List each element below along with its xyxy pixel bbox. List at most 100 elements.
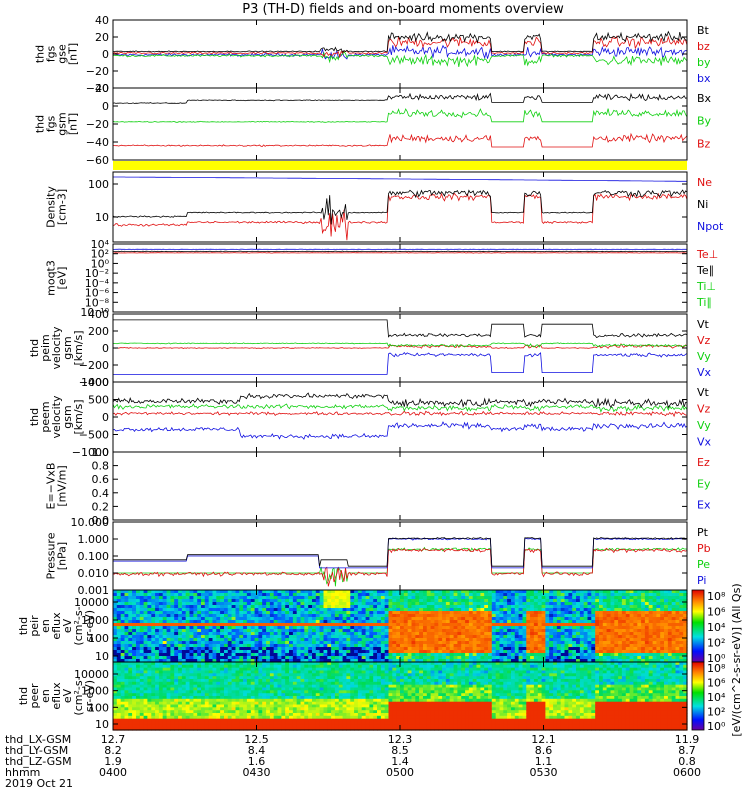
spectro-cell xyxy=(495,629,501,633)
spectro-cell xyxy=(285,644,290,648)
spectro-cell xyxy=(342,614,347,618)
spectro-cell xyxy=(266,664,271,669)
spectro-cell xyxy=(660,626,665,630)
spectro-cell xyxy=(556,647,562,651)
spectro-cell xyxy=(530,611,535,615)
spectro-cell xyxy=(518,617,523,621)
spectro-cell xyxy=(254,721,259,725)
spectro-cell xyxy=(312,605,317,609)
spectro-cell xyxy=(239,667,244,672)
spectro-cell xyxy=(599,638,604,642)
spectro-cell xyxy=(426,635,432,639)
spectro-cell xyxy=(197,650,202,654)
spectro-cell xyxy=(465,632,470,636)
spectro-cell xyxy=(224,701,229,706)
spectro-cell xyxy=(136,701,141,706)
spectro-cell xyxy=(652,608,657,612)
spectro-cell xyxy=(319,653,324,657)
spectro-cell xyxy=(526,620,531,624)
spectro-cell xyxy=(239,599,244,603)
spectro-cell xyxy=(438,638,443,642)
spectro-cell xyxy=(220,715,225,720)
spectro-cell xyxy=(644,650,650,654)
spectro-cell xyxy=(273,687,279,691)
spectro-cell xyxy=(216,684,221,689)
spectro-cell xyxy=(530,617,535,621)
spectro-cell xyxy=(610,632,615,636)
spectro-cell xyxy=(553,593,558,597)
spectro-cell xyxy=(648,608,654,612)
spectro-cell xyxy=(419,605,424,609)
spectro-cell xyxy=(208,727,214,731)
spectro-cell xyxy=(449,650,455,654)
spectro-cell xyxy=(193,701,198,706)
spectro-cell xyxy=(533,653,539,657)
spectro-cell xyxy=(373,638,378,642)
y-label-line: E=−VxB xyxy=(45,463,58,510)
spectro-cell xyxy=(178,659,183,663)
spectro-cell xyxy=(338,611,344,615)
spectro-cell xyxy=(120,673,126,677)
spectro-cell xyxy=(246,721,252,725)
spectro-cell xyxy=(671,611,677,615)
spectro-cell xyxy=(224,647,229,651)
spectro-cell xyxy=(606,638,611,642)
spectro-cell xyxy=(411,614,416,618)
spectro-cell xyxy=(181,681,187,686)
spectro-cell xyxy=(522,617,527,621)
spectro-cell xyxy=(197,670,202,674)
spectro-cell xyxy=(231,676,236,680)
spectro-cell xyxy=(166,693,171,697)
spectro-cell xyxy=(185,690,191,694)
spectro-cell xyxy=(430,653,435,657)
spectro-cell xyxy=(667,647,673,651)
spectro-cell xyxy=(549,611,554,615)
spectro-cell xyxy=(461,590,466,594)
spectro-cell xyxy=(250,656,256,660)
spectro-cell xyxy=(254,681,259,686)
spectro-cell xyxy=(281,641,286,645)
spectro-cell xyxy=(204,684,210,689)
spectro-cell xyxy=(591,611,596,615)
spectro-cell xyxy=(461,614,466,618)
spectro-cell xyxy=(380,653,386,657)
spectro-cell xyxy=(174,632,179,636)
spectro-cell xyxy=(285,590,290,594)
spectro-cell xyxy=(174,710,179,714)
spectro-cell xyxy=(468,617,474,621)
spectro-cell xyxy=(266,632,271,636)
spectro-cell xyxy=(556,620,562,624)
spectro-cell xyxy=(212,664,217,669)
spectro-cell xyxy=(296,659,302,663)
spectro-cell xyxy=(579,653,585,657)
spectro-cell xyxy=(162,638,168,642)
spectro-cell xyxy=(461,632,466,636)
spectro-cell xyxy=(254,693,259,697)
spectro-cell xyxy=(683,659,688,663)
spectro-cell xyxy=(193,724,198,728)
spectro-cell xyxy=(522,596,527,600)
spectro-cell xyxy=(579,620,585,624)
spectro-cell xyxy=(423,620,428,624)
spectro-cell xyxy=(507,626,512,630)
y-label-line: en xyxy=(39,619,52,633)
spectro-cell xyxy=(185,727,191,731)
spectro-cell xyxy=(323,641,328,645)
spectro-cell xyxy=(526,593,531,597)
spectro-cell xyxy=(380,620,386,624)
spectro-cell xyxy=(388,590,393,594)
spectro-cell xyxy=(181,614,187,618)
spectro-cell xyxy=(491,653,497,657)
spectro-cell xyxy=(606,641,611,645)
spectro-cell xyxy=(227,673,233,677)
spectro-cell xyxy=(453,611,458,615)
spectro-cell xyxy=(568,617,573,621)
spectro-cell xyxy=(158,713,164,717)
y-label-line: gsm xyxy=(61,405,74,428)
spectro-cell xyxy=(621,650,627,654)
spectro-cell xyxy=(185,701,191,706)
spectro-cell xyxy=(189,710,194,714)
spectro-cell xyxy=(170,687,175,691)
spectro-cell xyxy=(319,626,324,630)
spectro-cell xyxy=(434,635,439,639)
